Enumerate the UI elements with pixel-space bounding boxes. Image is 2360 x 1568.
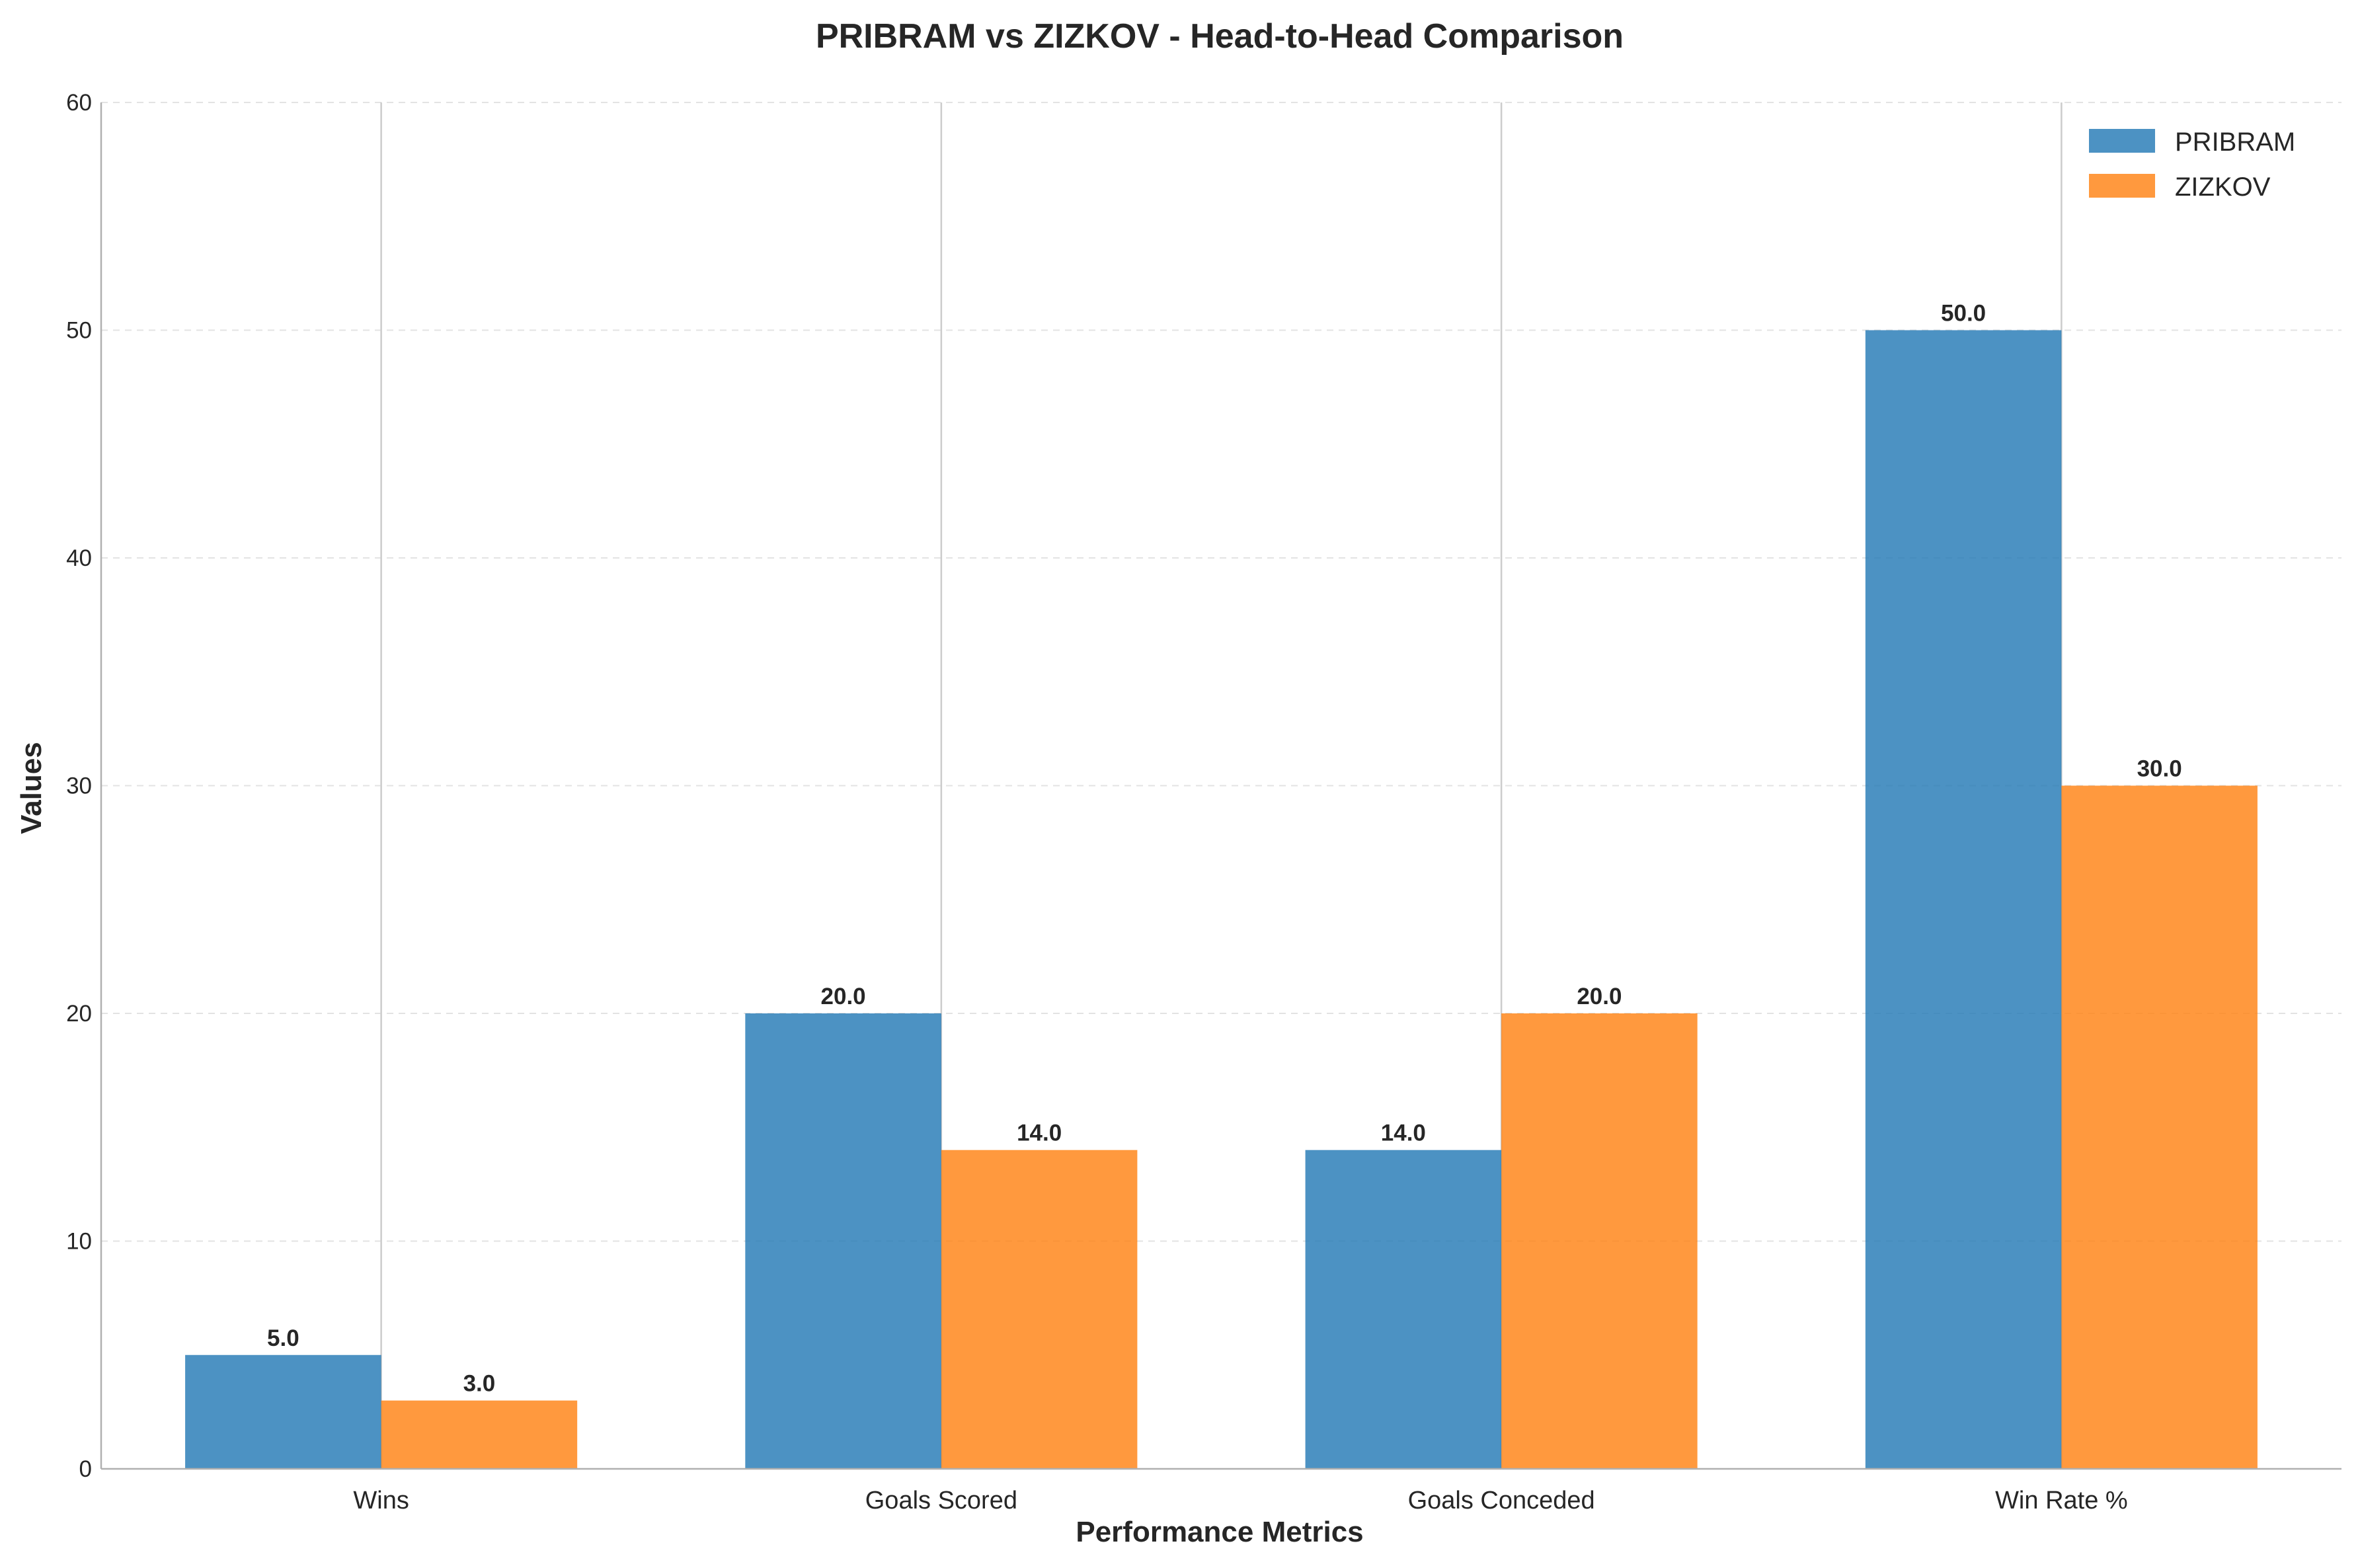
bar-value-label: 50.0 (1941, 301, 1986, 327)
bar-value-label: 20.0 (1577, 984, 1622, 1009)
legend-label-pribram: PRIBRAM (2175, 128, 2295, 157)
y-tick-label: 30 (66, 773, 92, 799)
legend-swatch-zizkov (2089, 174, 2155, 198)
y-tick-label: 60 (66, 90, 92, 116)
x-tick-label: Win Rate % (1995, 1487, 2128, 1514)
bar-value-label: 20.0 (821, 984, 866, 1009)
y-tick-label: 40 (66, 545, 92, 571)
legend-swatch-pribram (2089, 129, 2155, 153)
bar-pribram-wins (185, 1354, 381, 1469)
chart-title: PRIBRAM vs ZIZKOV - Head-to-Head Compari… (816, 17, 1624, 56)
bar-value-label: 3.0 (463, 1371, 496, 1397)
legend-label-zizkov: ZIZKOV (2175, 173, 2271, 202)
x-tick-label: Goals Conceded (1408, 1487, 1595, 1514)
y-tick-label: 0 (79, 1456, 92, 1482)
x-tick-label: Goals Scored (865, 1487, 1017, 1514)
bars (185, 330, 2258, 1469)
y-axis-label: Values (15, 742, 48, 834)
bar-value-label: 14.0 (1017, 1120, 1062, 1146)
bar-zizkov-win-rate (2061, 785, 2258, 1469)
bar-value-label: 30.0 (2137, 756, 2182, 782)
bar-zizkov-wins (381, 1400, 578, 1469)
axes (100, 102, 2341, 1470)
bar-zizkov-goals-conceded (1501, 1013, 1698, 1469)
bar-pribram-goals-scored (745, 1013, 941, 1469)
bar-value-label: 14.0 (1381, 1120, 1426, 1146)
tick-labels: 0 10 20 30 40 50 60 Wins Goals Scored Goals Conce… (66, 90, 2128, 1514)
bar-pribram-goals-conceded (1305, 1150, 1502, 1469)
legend: PRIBRAM ZIZKOV (2089, 128, 2295, 202)
y-tick-label: 10 (66, 1229, 92, 1255)
bar-value-label: 5.0 (267, 1325, 299, 1351)
y-tick-label: 50 (66, 318, 92, 344)
bar-zizkov-goals-scored (941, 1150, 1138, 1469)
y-tick-label: 20 (66, 1001, 92, 1027)
x-axis-label: Performance Metrics (1076, 1516, 1363, 1548)
x-tick-label: Wins (353, 1487, 409, 1514)
bar-pribram-win-rate (1865, 330, 2062, 1469)
bar-value-labels: 5.0 20.0 14.0 50.0 3.0 14.0 20.0 30.0 (267, 301, 2182, 1397)
